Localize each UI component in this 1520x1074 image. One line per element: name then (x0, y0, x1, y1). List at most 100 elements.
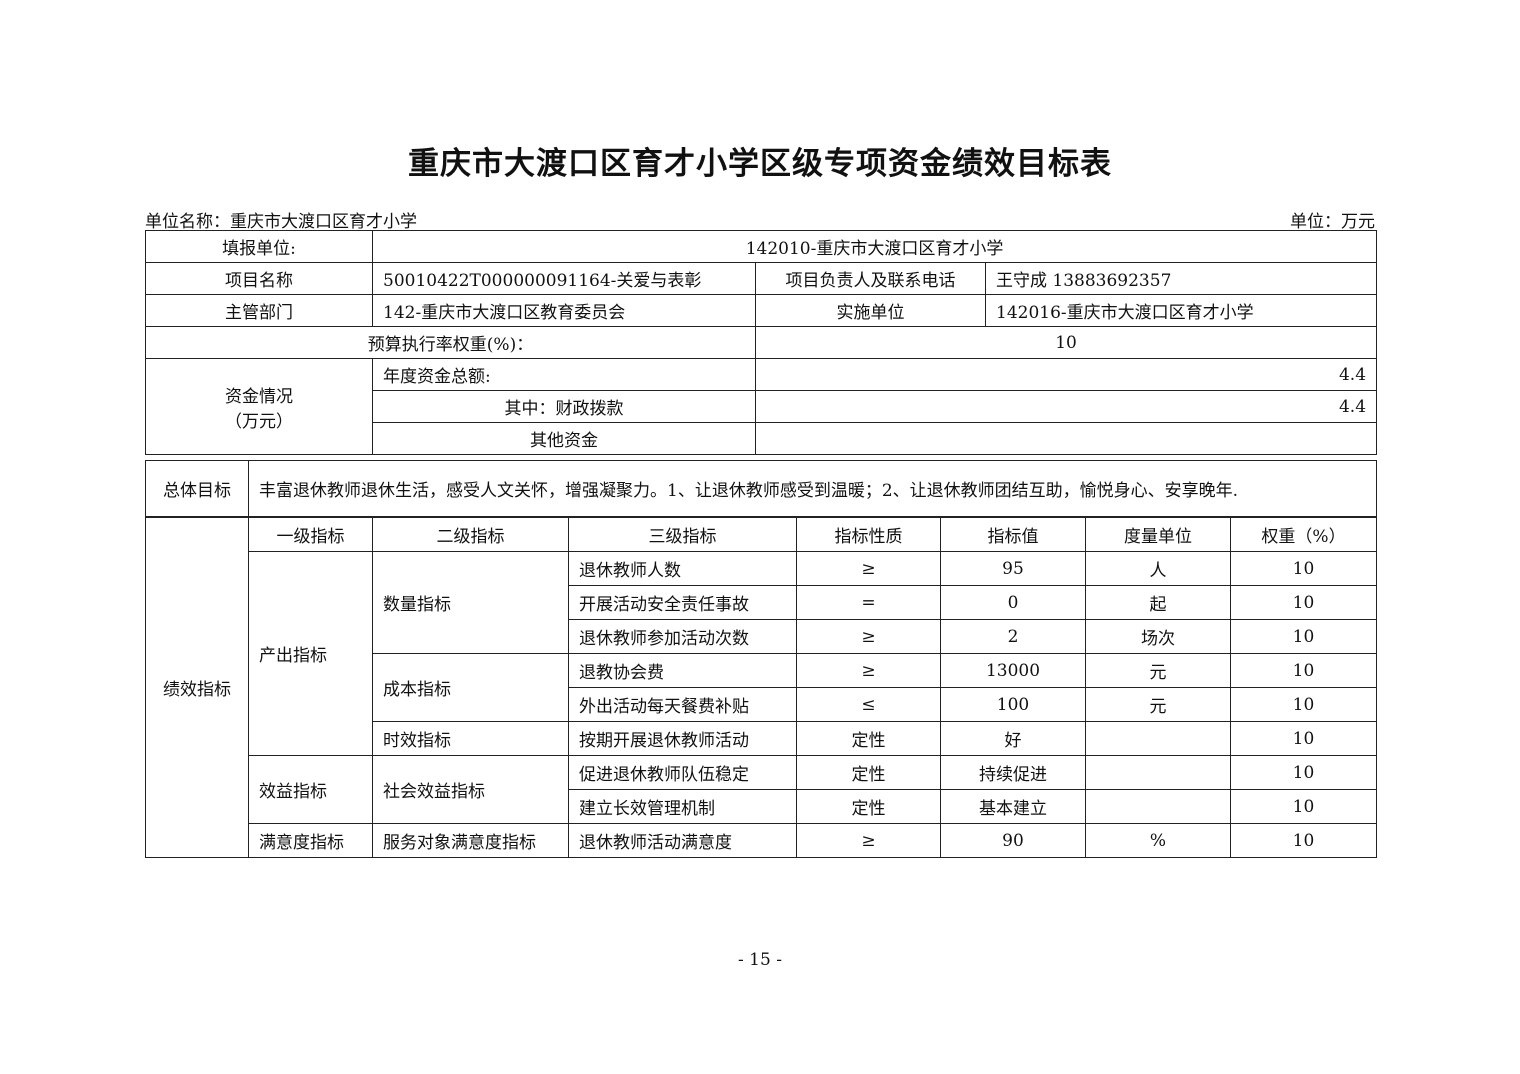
indicator-value: 基本建立 (940, 789, 1086, 824)
column-header: 指标值 (940, 517, 1086, 552)
other-funds-row: 其他资金 (146, 422, 1378, 455)
indicator-unit (1085, 721, 1231, 756)
indicator-nature: ≥ (796, 823, 941, 858)
indicator-unit: 元 (1085, 653, 1231, 688)
column-header: 度量单位 (1085, 517, 1231, 552)
indicator-nature: 定性 (796, 721, 941, 756)
indicators-body: 绩效指标 一级指标 二级指标 三级指标 指标性质 指标值 度量单位 权重（%） 产出指标 数量指标… (145, 517, 1377, 858)
level3-indicator: 退休教师人数 (568, 551, 797, 586)
goal-table: 总体目标 丰富退休教师退休生活，感受人文关怀，增强凝聚力。1、让退休教师感受到温… (145, 460, 1377, 517)
implementer-value: 142016-重庆市大渡口区育才小学 (984, 294, 1378, 327)
indicator-weight: 10 (1230, 721, 1377, 756)
level3-indicator: 促进退休教师队伍稳定 (568, 755, 797, 790)
level3-indicator: 退休教师参加活动次数 (568, 619, 797, 654)
level2-indicator: 成本指标 (372, 653, 569, 722)
goal-row: 总体目标 丰富退休教师退休生活，感受人文关怀，增强凝聚力。1、让退休教师感受到温… (145, 460, 1377, 517)
goal-label: 总体目标 (145, 460, 249, 517)
info-table: 填报单位: 142010-重庆市大渡口区育才小学 项目名称 50010422T0… (145, 230, 1378, 455)
level3-indicator: 建立长效管理机制 (568, 789, 797, 824)
level3-indicator: 按期开展退休教师活动 (568, 721, 797, 756)
indicator-unit (1085, 755, 1231, 790)
level3-indicator: 开展活动安全责任事故 (568, 585, 797, 620)
level1-indicator: 效益指标 (248, 755, 373, 824)
indicator-weight: 10 (1230, 585, 1377, 620)
other-funds-value (754, 422, 1378, 455)
funds-label: 资金情况 （万元） (145, 358, 373, 455)
other-funds-label: 其他资金 (372, 422, 756, 455)
level3-indicator: 退休教师活动满意度 (568, 823, 797, 858)
annual-total-row: 资金情况 （万元） 年度资金总额: 4.4 (145, 358, 1378, 455)
indicator-weight: 10 (1230, 823, 1377, 858)
level1-indicator: 满意度指标 (248, 823, 373, 858)
indicator-nature: 定性 (796, 755, 941, 790)
indicator-weight: 10 (1230, 755, 1377, 790)
department-value: 142-重庆市大渡口区教育委员会 (372, 294, 756, 327)
unit-name: 单位名称：重庆市大渡口区育才小学 (145, 212, 417, 232)
table-row: 开展活动安全责任事故 = 0 起 10 (146, 585, 1377, 620)
project-name-label: 项目名称 (145, 262, 373, 295)
column-header: 一级指标 (248, 517, 373, 552)
table-row: 建立长效管理机制 定性 基本建立 10 (146, 789, 1377, 824)
indicator-value: 好 (940, 721, 1086, 756)
fiscal-value: 4.4 (754, 390, 1378, 423)
table-row: 效益指标 社会效益指标 促进退休教师队伍稳定 定性 持续促进 10 (146, 755, 1377, 824)
indicator-unit: % (1085, 823, 1231, 858)
level2-indicator: 服务对象满意度指标 (372, 823, 569, 858)
funds-unit-text: （万元） (225, 411, 293, 432)
level3-indicator: 外出活动每天餐费补贴 (568, 687, 797, 722)
indicator-value: 100 (940, 687, 1086, 722)
budget-weight-value: 10 (754, 326, 1378, 359)
indicator-value: 90 (940, 823, 1086, 858)
table-row: 成本指标 退教协会费 ≥13000 元 10 (146, 653, 1377, 722)
reporting-unit-row: 填报单位: 142010-重庆市大渡口区育才小学 (145, 230, 1378, 263)
table-row: 外出活动每天餐费补贴 ≤100 元 10 (146, 687, 1377, 722)
contact-value: 王守成 13883692357 (984, 262, 1378, 295)
department-label: 主管部门 (145, 294, 373, 327)
indicator-value: 95 (940, 551, 1086, 586)
level2-indicator: 数量指标 (372, 551, 569, 654)
indicator-weight: 10 (1230, 619, 1377, 654)
fiscal-label: 其中：财政拨款 (372, 390, 756, 423)
indicators-label: 绩效指标 (145, 517, 249, 858)
indicator-nature: ≥ (796, 619, 941, 654)
indicator-weight: 10 (1230, 789, 1377, 824)
funds-label-text: 资金情况 (225, 386, 293, 407)
reporting-unit-label: 填报单位: (145, 230, 373, 263)
page-title: 重庆市大渡口区育才小学区级专项资金绩效目标表 (408, 146, 1112, 182)
level2-indicator: 时效指标 (372, 721, 569, 756)
page-number: - 15 - (738, 950, 782, 970)
column-header: 三级指标 (568, 517, 797, 552)
indicators-table: 绩效指标 一级指标 二级指标 三级指标 指标性质 指标值 度量单位 权重（%） 产出指标 数量指标… (145, 517, 1377, 858)
budget-weight-label: 预算执行率权重(%)： (145, 326, 756, 359)
table-row: 产出指标 数量指标 退休教师人数 ≥95 人 10 (146, 551, 1377, 756)
column-header: 二级指标 (372, 517, 569, 552)
indicator-weight: 10 (1230, 653, 1377, 688)
contact-label: 项目负责人及联系电话 (755, 262, 986, 295)
fiscal-row: 其中：财政拨款 4.4 (146, 390, 1378, 423)
indicator-value: 持续促进 (940, 755, 1086, 790)
reporting-unit-value: 142010-重庆市大渡口区育才小学 (371, 230, 1378, 263)
table-row: 满意度指标 服务对象满意度指标 退休教师活动满意度 ≥90% 10 (146, 823, 1377, 858)
indicator-weight: 10 (1230, 551, 1377, 586)
annual-total-value: 4.4 (754, 358, 1378, 391)
department-row: 主管部门 142-重庆市大渡口区教育委员会 实施单位 142016-重庆市大渡口… (145, 294, 1378, 327)
indicator-unit: 人 (1085, 551, 1231, 586)
unit-label: 单位：万元 (1290, 212, 1375, 232)
indicator-weight: 10 (1230, 687, 1377, 722)
indicator-nature: ≥ (796, 551, 941, 586)
indicator-nature: ≥ (796, 653, 941, 688)
indicator-unit: 起 (1085, 585, 1231, 620)
level1-indicator: 产出指标 (248, 551, 373, 756)
indicator-nature: ≤ (796, 687, 941, 722)
indicator-value: 13000 (940, 653, 1086, 688)
indicator-value: 2 (940, 619, 1086, 654)
annual-total-label: 年度资金总额: (372, 358, 756, 391)
indicator-nature: = (796, 585, 941, 620)
goal-text: 丰富退休教师退休生活，感受人文关怀，增强凝聚力。1、让退休教师感受到温暖；2、让… (248, 460, 1377, 517)
indicator-unit: 元 (1085, 687, 1231, 722)
column-header: 指标性质 (796, 517, 941, 552)
table-row: 时效指标 按期开展退休教师活动 定性好 10 (146, 721, 1377, 756)
column-header: 权重（%） (1230, 517, 1377, 552)
indicator-value: 0 (940, 585, 1086, 620)
indicators-header-row: 绩效指标 一级指标 二级指标 三级指标 指标性质 指标值 度量单位 权重（%） (145, 517, 1377, 858)
